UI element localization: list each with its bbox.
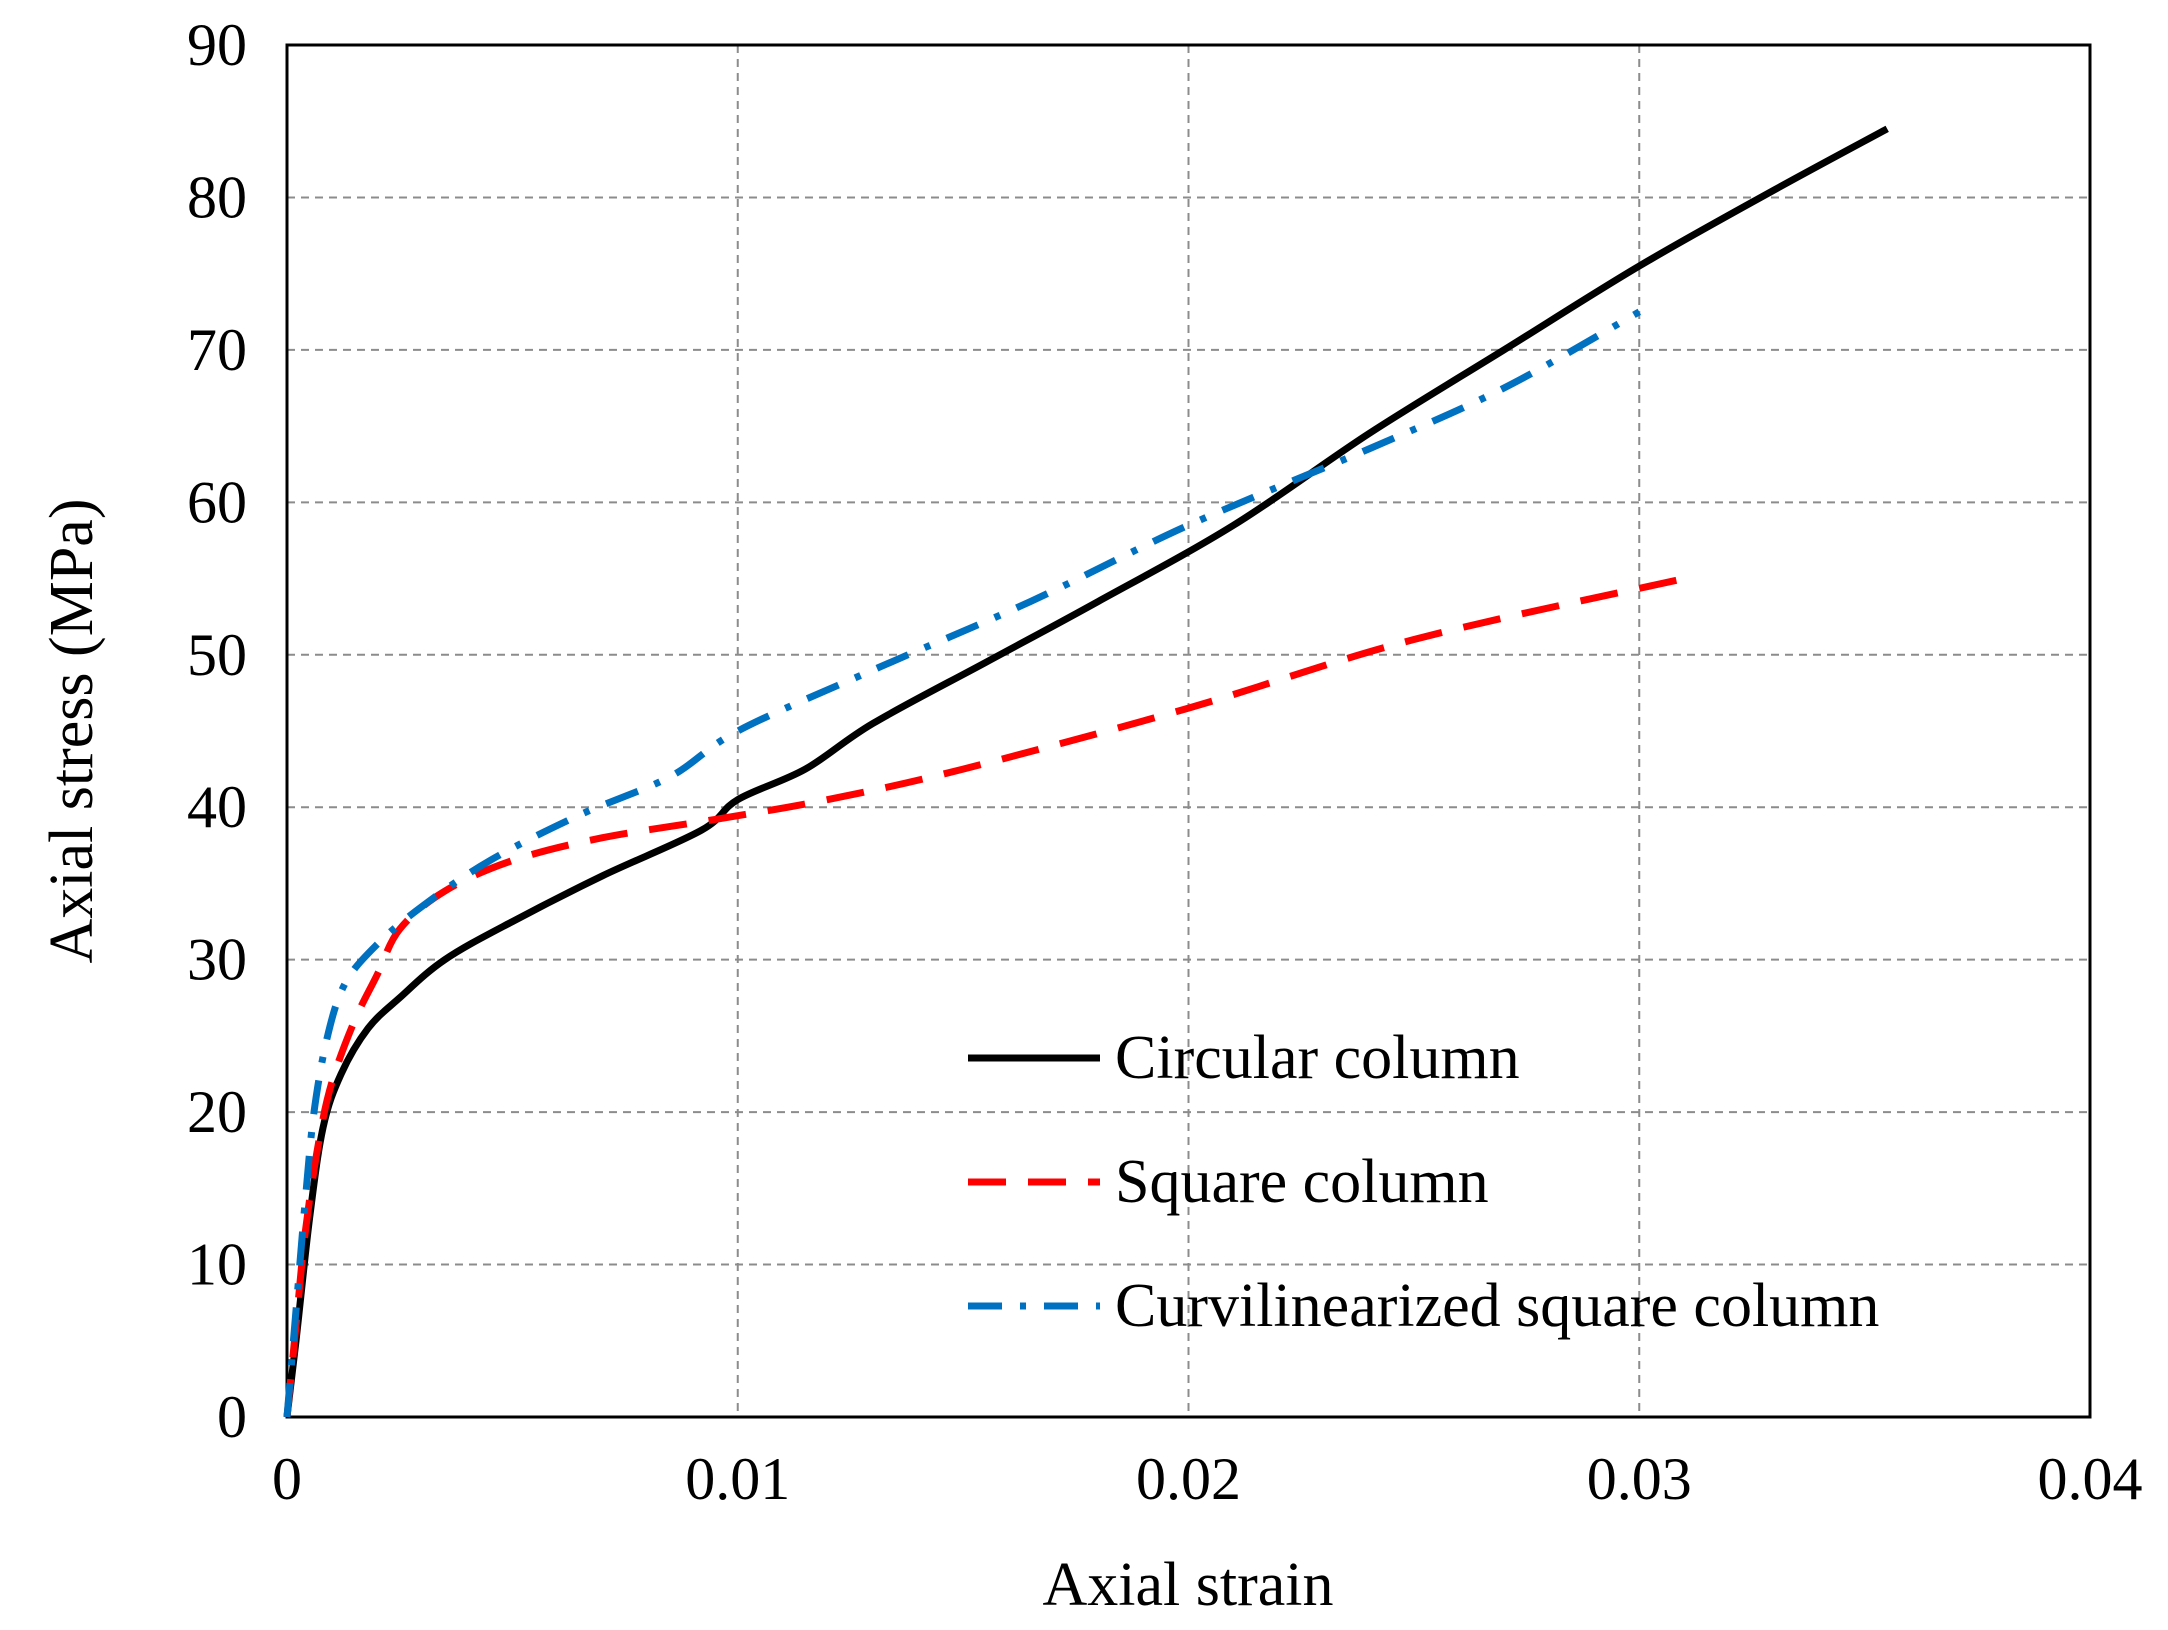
y-tick-label: 30	[187, 927, 247, 993]
y-tick-label: 80	[187, 164, 247, 230]
plot-frame	[285, 43, 2092, 1419]
y-axis-title: Axial stress (MPa)	[38, 499, 106, 964]
x-axis-ticks: 0 0.01 0.02 0.03 0.04	[272, 1446, 2143, 1512]
x-tick-label: 0.04	[2038, 1446, 2143, 1512]
series-line-curvilinearized-square-column	[283, 308, 1642, 1418]
grid	[287, 45, 2090, 1417]
x-tick-label: 0	[272, 1446, 302, 1512]
legend-label-curvilinearized-square-column: Curvilinearized square column	[1115, 1272, 1879, 1340]
x-tick-label: 0.03	[1587, 1446, 1692, 1512]
legend-label-square-column: Square column	[1115, 1148, 1489, 1216]
legend-label-circular-column: Circular column	[1115, 1024, 1520, 1092]
y-tick-label: 90	[187, 12, 247, 78]
series-layer	[283, 125, 1889, 1418]
y-axis-ticks: 0 10 20 30 40 50 60 70 80 90	[187, 12, 247, 1450]
y-tick-label: 10	[187, 1232, 247, 1298]
series-line-circular-column	[283, 125, 1889, 1418]
y-tick-label: 70	[187, 317, 247, 383]
y-tick-label: 60	[187, 469, 247, 535]
series-line-square-column	[283, 575, 1686, 1418]
x-tick-label: 0.01	[685, 1446, 790, 1512]
x-tick-label: 0.02	[1136, 1446, 1241, 1512]
y-tick-label: 0	[217, 1384, 247, 1450]
y-tick-label: 20	[187, 1079, 247, 1145]
y-tick-label: 50	[187, 622, 247, 688]
legend: Circular column Square column Curvilineari…	[968, 1024, 1879, 1340]
x-axis-title: Axial strain	[1043, 1551, 1334, 1619]
y-tick-label: 40	[187, 774, 247, 840]
